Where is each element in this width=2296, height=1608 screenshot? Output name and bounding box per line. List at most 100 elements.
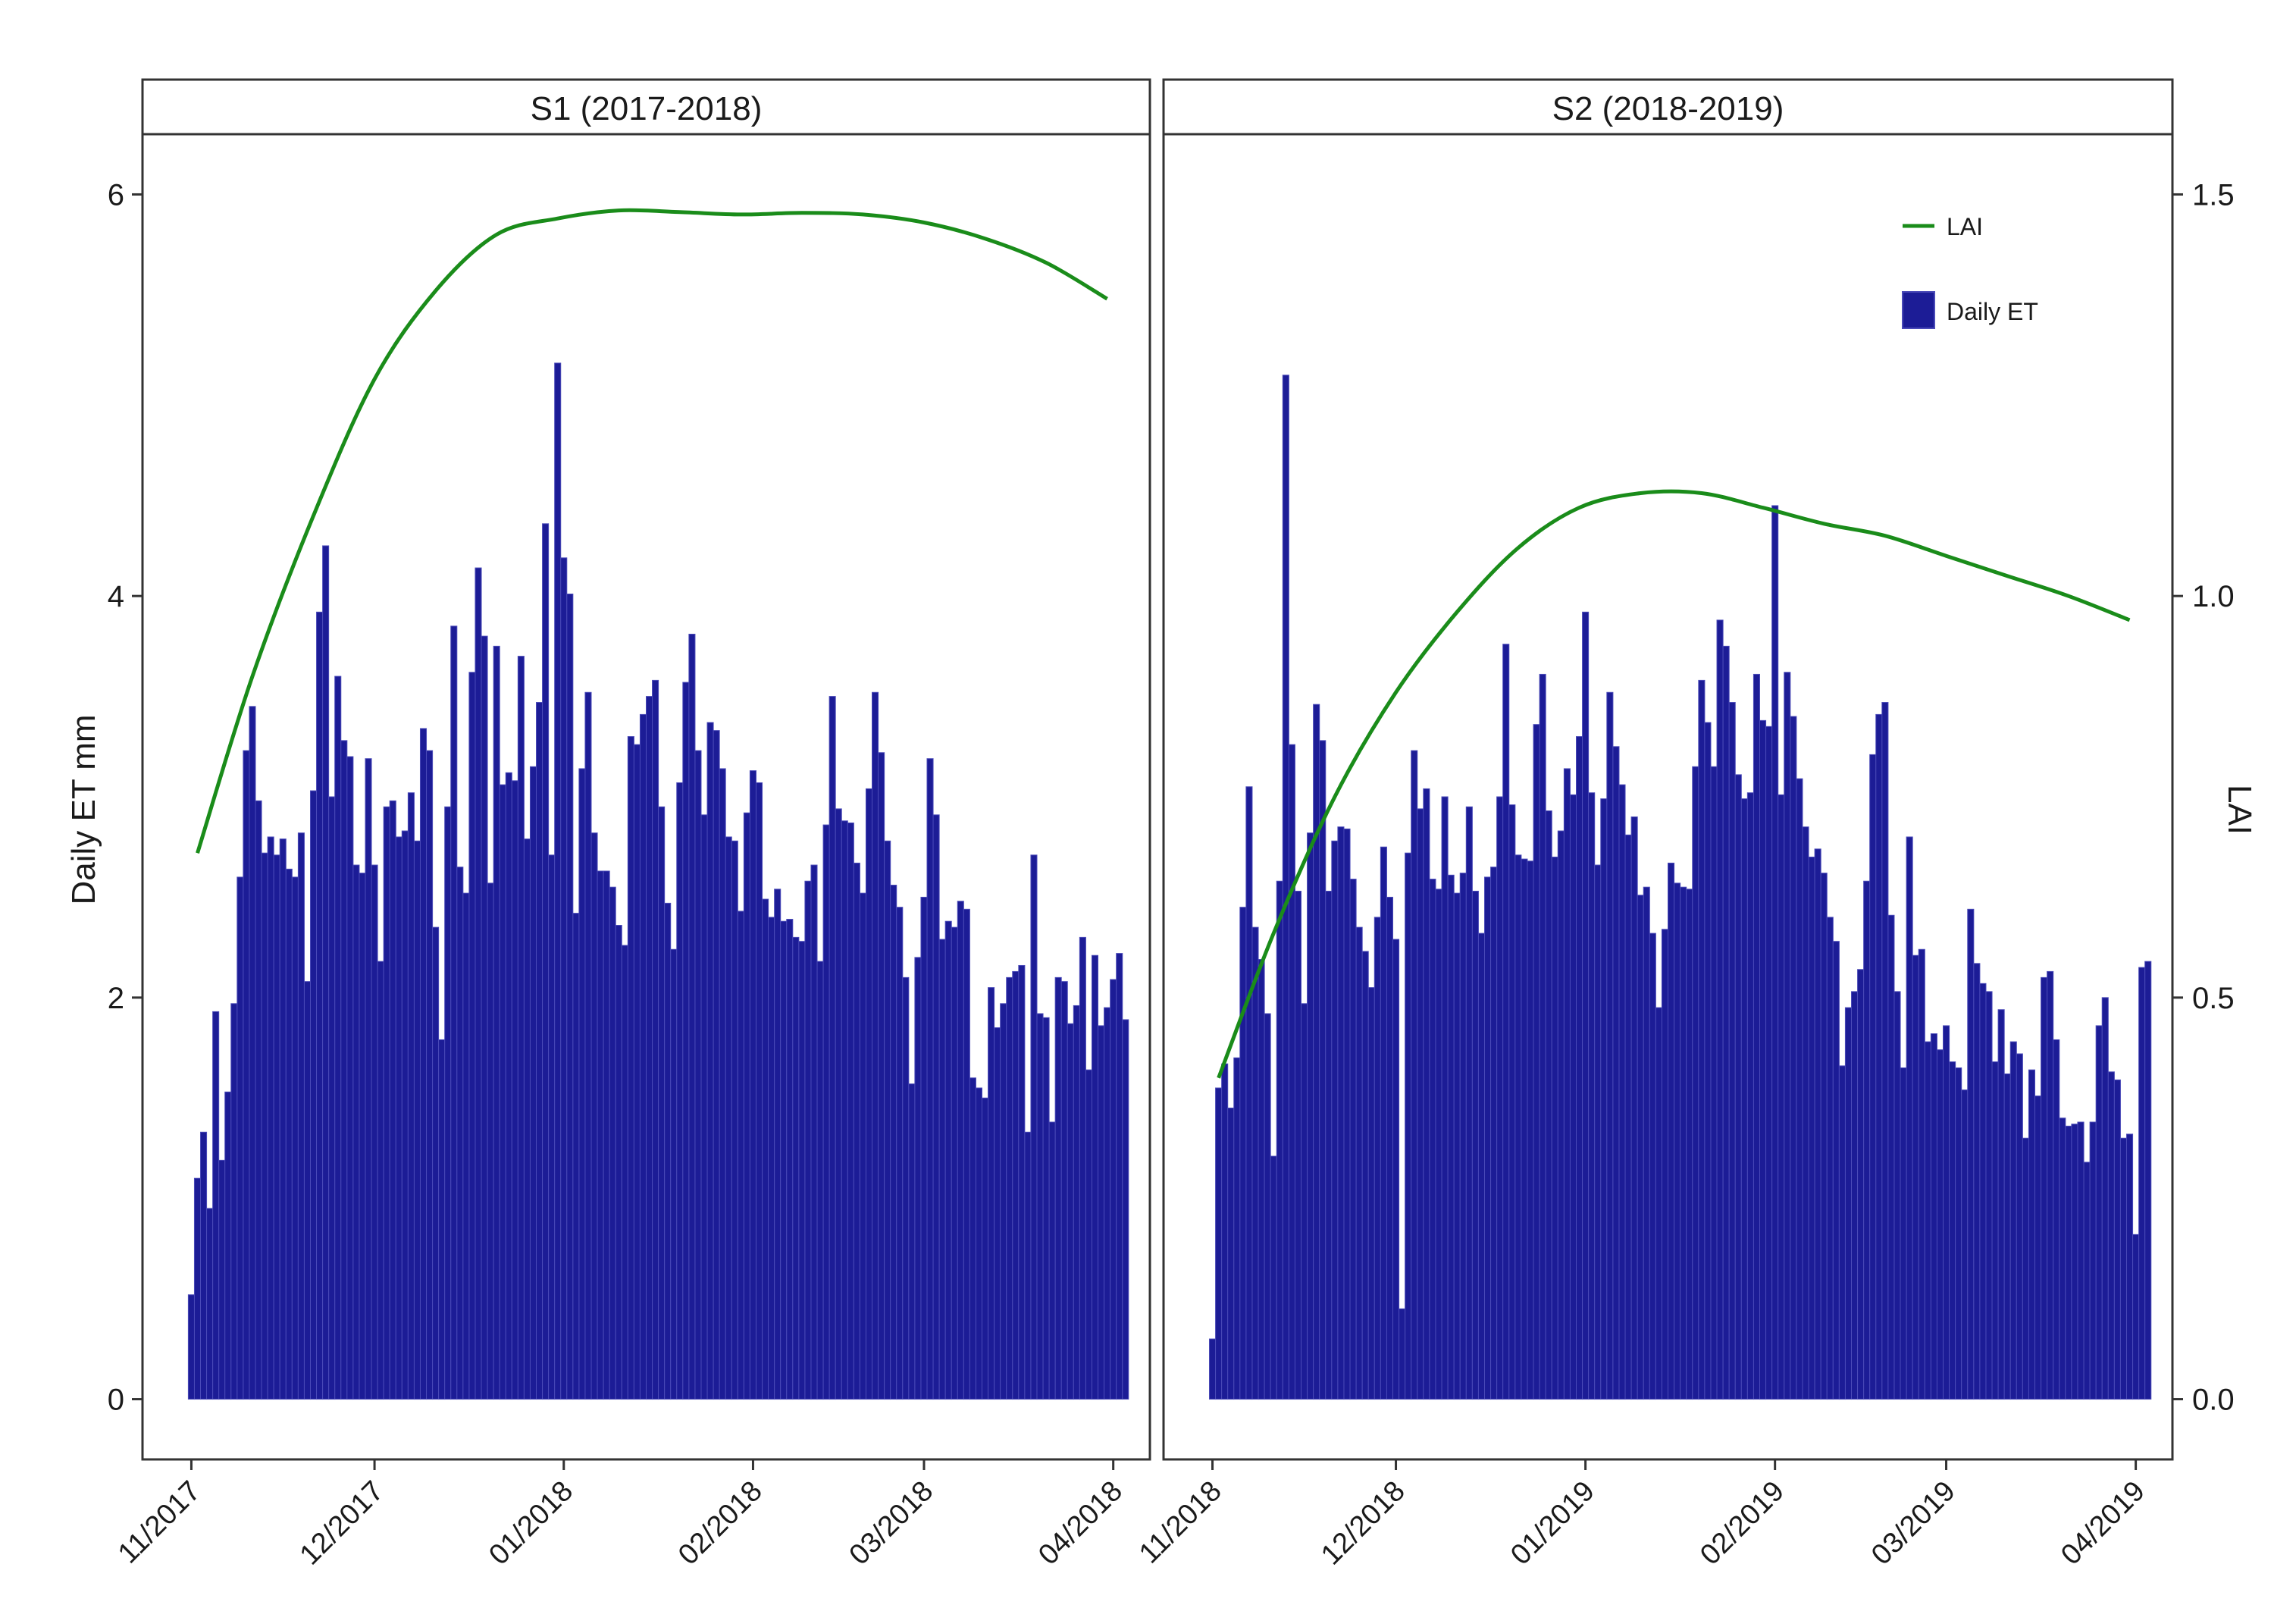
et-bar <box>891 885 897 1400</box>
et-bar <box>738 911 744 1400</box>
et-bar <box>2084 1162 2090 1400</box>
et-bar <box>1246 787 1252 1400</box>
et-bar <box>1809 857 1815 1399</box>
et-bar <box>1222 1064 1228 1399</box>
et-bar <box>1001 1004 1007 1400</box>
et-bar <box>2041 977 2047 1399</box>
et-bar <box>775 889 781 1400</box>
et-bar <box>2133 1234 2139 1399</box>
et-bar <box>2035 1096 2041 1400</box>
et-bar <box>1570 795 1576 1399</box>
et-bar <box>1876 714 1882 1399</box>
et-bar <box>493 646 500 1399</box>
et-bar <box>1668 863 1674 1399</box>
et-bar <box>1073 1005 1079 1399</box>
et-bar <box>518 657 524 1400</box>
et-bar <box>1649 933 1655 1399</box>
et-bar <box>799 942 805 1400</box>
et-bar <box>647 697 653 1400</box>
et-bar <box>1821 873 1827 1400</box>
et-bar <box>1998 1010 2004 1400</box>
et-bar <box>1025 1132 1031 1399</box>
et-bar <box>213 1011 219 1399</box>
et-bar <box>487 883 493 1400</box>
et-bar <box>634 744 640 1399</box>
et-bar <box>750 771 756 1400</box>
et-bar <box>1778 795 1784 1399</box>
et-bar <box>756 782 762 1399</box>
et-bar <box>298 833 304 1400</box>
et-bar <box>988 988 995 1400</box>
et-bar <box>1815 849 1821 1400</box>
et-bar <box>731 841 738 1399</box>
et-bar <box>591 833 597 1400</box>
et-bar <box>1564 769 1570 1400</box>
et-bar <box>1123 1020 1129 1400</box>
et-bar <box>719 769 725 1400</box>
et-bar <box>927 759 933 1400</box>
et-bar <box>1289 744 1295 1399</box>
et-bar <box>475 568 481 1399</box>
et-bar <box>1301 1004 1308 1400</box>
et-bar <box>396 837 402 1400</box>
et-bar <box>1546 811 1552 1400</box>
et-bar <box>1577 737 1583 1400</box>
et-bar <box>841 821 847 1400</box>
et-bar <box>2090 1122 2096 1399</box>
et-bar <box>311 791 317 1399</box>
et-bar <box>414 841 420 1399</box>
et-bar <box>769 917 775 1400</box>
et-bar <box>713 731 719 1400</box>
legend-daily-et-swatch <box>1903 292 1934 328</box>
et-bar <box>793 937 799 1399</box>
et-bar <box>1079 937 1085 1399</box>
et-bar <box>408 793 414 1400</box>
et-bar <box>1509 805 1515 1400</box>
et-bar <box>286 869 292 1399</box>
et-bar <box>1368 988 1374 1400</box>
et-bar <box>879 753 885 1400</box>
et-bar <box>1655 1008 1662 1399</box>
et-bar <box>1356 927 1362 1399</box>
et-bar <box>847 823 854 1399</box>
et-bar <box>1411 751 1417 1399</box>
et-bar <box>274 855 280 1400</box>
et-bar <box>1460 873 1466 1400</box>
et-bar <box>1503 644 1509 1400</box>
et-bar <box>1607 692 1613 1399</box>
et-bar <box>304 982 310 1400</box>
et-bar <box>2060 1118 2066 1400</box>
et-bar <box>463 893 469 1399</box>
et-bar <box>1527 861 1533 1400</box>
et-bar <box>1631 817 1637 1399</box>
et-bar <box>1962 1090 1968 1400</box>
et-bar <box>201 1132 207 1399</box>
et-bar <box>2028 1070 2034 1399</box>
et-bar <box>390 801 396 1399</box>
et-bar <box>707 723 713 1400</box>
et-bar <box>1007 977 1013 1399</box>
et-bar <box>1583 612 1589 1399</box>
et-bar <box>506 773 512 1399</box>
et-bar <box>194 1178 200 1399</box>
et-bar <box>1735 775 1741 1400</box>
et-bar <box>549 855 555 1400</box>
y-right-tick-label: 1.5 <box>2192 178 2235 212</box>
et-bar <box>1228 1108 1234 1400</box>
et-bar <box>2145 961 2151 1399</box>
et-bar <box>2053 1039 2060 1399</box>
et-bar <box>585 692 591 1399</box>
et-bar <box>1601 799 1607 1400</box>
et-bar <box>1472 891 1478 1399</box>
et-bar <box>1031 855 1037 1400</box>
y-left-tick-label: 0 <box>108 1384 124 1417</box>
et-bar <box>439 1039 445 1399</box>
et-bar <box>1680 887 1687 1399</box>
et-bar <box>1803 827 1809 1400</box>
et-bar <box>1338 827 1344 1400</box>
et-bar <box>1497 797 1503 1400</box>
et-bar <box>1308 833 1314 1400</box>
et-bar <box>677 782 683 1399</box>
et-bar <box>982 1098 988 1399</box>
et-bar <box>1240 907 1246 1400</box>
